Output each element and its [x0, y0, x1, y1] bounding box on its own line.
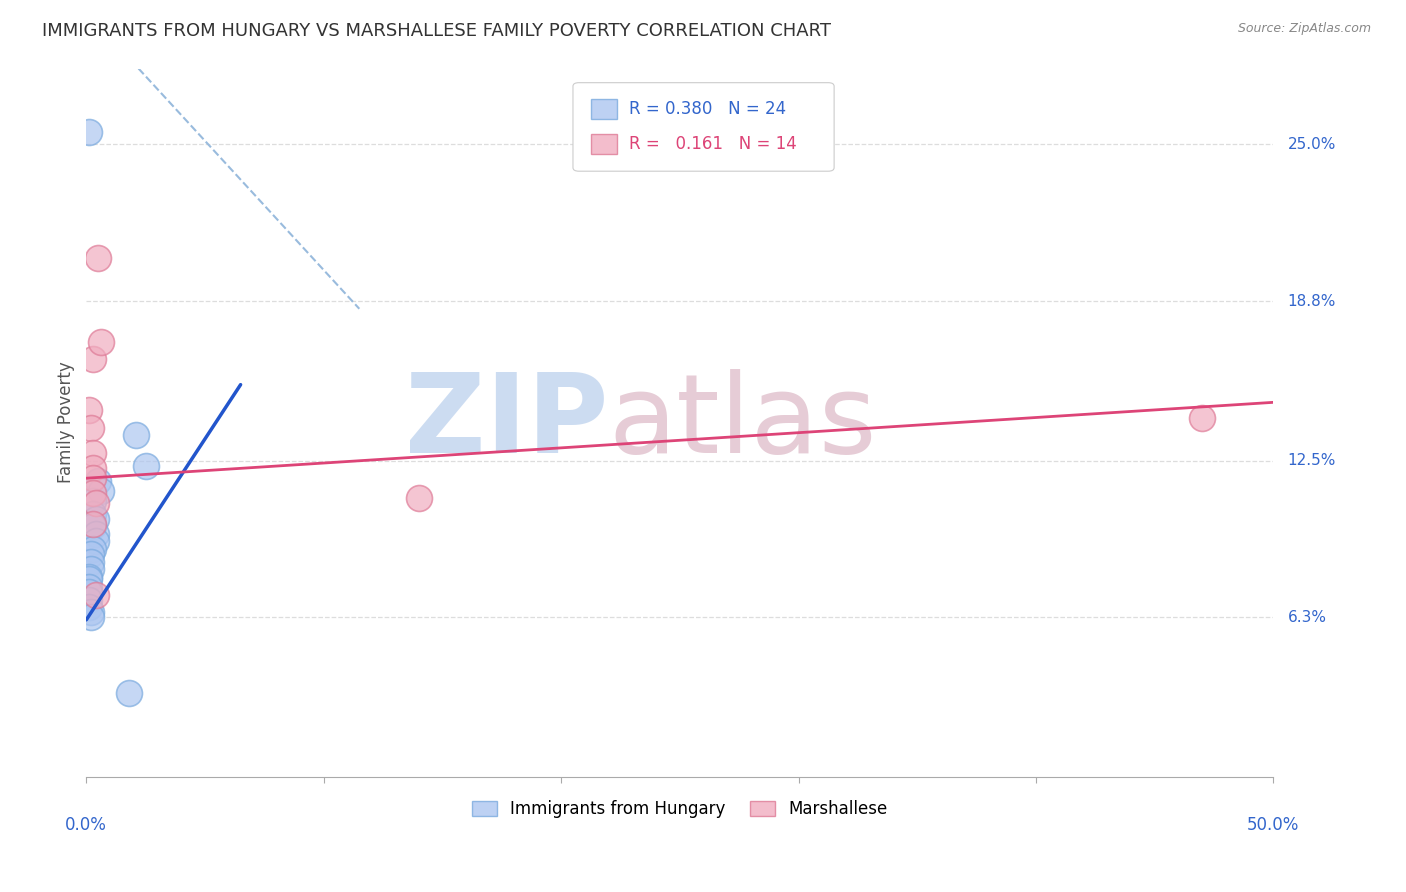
Point [77, 580, 100, 594]
Point [80, 555, 103, 569]
Point [87, 474, 110, 488]
Point [118, 686, 141, 700]
Point [1191, 410, 1213, 425]
Text: 25.0%: 25.0% [1288, 136, 1336, 152]
Point [408, 491, 430, 506]
Text: 18.8%: 18.8% [1288, 293, 1336, 309]
Point [90, 334, 112, 349]
FancyBboxPatch shape [591, 99, 617, 119]
Point [82, 494, 104, 508]
Point [80, 610, 103, 624]
Point [84, 496, 107, 510]
FancyBboxPatch shape [574, 83, 834, 171]
Point [84, 534, 107, 549]
Point [77, 585, 100, 599]
Point [82, 471, 104, 485]
Point [82, 352, 104, 367]
Point [82, 519, 104, 533]
Text: R = 0.380   N = 24: R = 0.380 N = 24 [628, 100, 786, 118]
Point [82, 446, 104, 460]
Point [77, 600, 100, 615]
Point [80, 605, 103, 619]
Text: IMMIGRANTS FROM HUNGARY VS MARSHALLESE FAMILY POVERTY CORRELATION CHART: IMMIGRANTS FROM HUNGARY VS MARSHALLESE F… [42, 22, 831, 40]
Point [135, 458, 157, 473]
Point [84, 526, 107, 541]
Point [82, 516, 104, 531]
Point [77, 573, 100, 587]
Point [80, 547, 103, 561]
Y-axis label: Family Poverty: Family Poverty [58, 361, 75, 483]
Point [84, 588, 107, 602]
Point [82, 507, 104, 521]
Legend: Immigrants from Hungary, Marshallese: Immigrants from Hungary, Marshallese [465, 794, 894, 825]
Text: 12.5%: 12.5% [1288, 453, 1336, 468]
Point [80, 562, 103, 576]
Point [84, 511, 107, 525]
FancyBboxPatch shape [591, 135, 617, 154]
Text: atlas: atlas [609, 369, 877, 476]
Point [90, 483, 112, 498]
Point [82, 461, 104, 475]
Text: 6.3%: 6.3% [1288, 610, 1326, 624]
Point [77, 403, 100, 417]
Point [87, 251, 110, 265]
Point [77, 570, 100, 584]
Point [77, 125, 100, 139]
Point [82, 541, 104, 556]
Point [80, 420, 103, 434]
Text: 50.0%: 50.0% [1247, 815, 1299, 833]
Point [125, 428, 148, 442]
Text: 0.0%: 0.0% [65, 815, 107, 833]
Point [82, 486, 104, 500]
Point [77, 592, 100, 607]
Text: ZIP: ZIP [405, 369, 609, 476]
Text: R =   0.161   N = 14: R = 0.161 N = 14 [628, 136, 797, 153]
Text: Source: ZipAtlas.com: Source: ZipAtlas.com [1237, 22, 1371, 36]
